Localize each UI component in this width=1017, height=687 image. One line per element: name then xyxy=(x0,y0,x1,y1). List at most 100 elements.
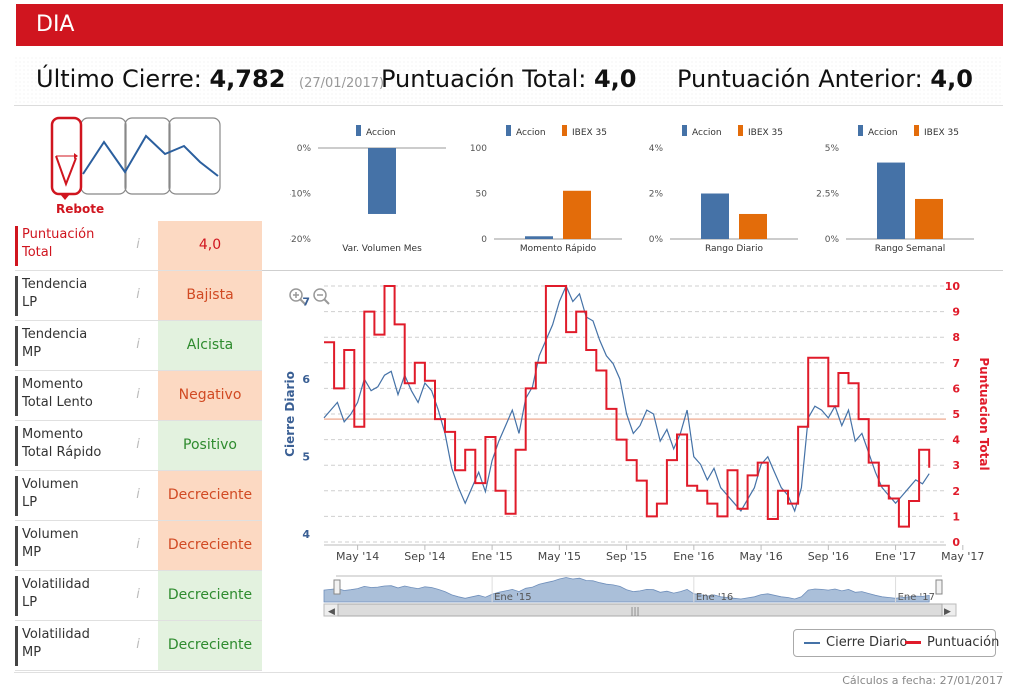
info-icon[interactable]: i xyxy=(136,637,140,652)
score-label-line1: Tendencia xyxy=(22,277,88,292)
scroll-left-icon[interactable]: ◀ xyxy=(328,607,335,617)
scroll-right-icon[interactable]: ▶ xyxy=(944,607,951,617)
series-cierre-diario[interactable] xyxy=(323,284,930,513)
total-score: Puntuación Total: 4,0 xyxy=(381,65,636,93)
right-y-tick: 7 xyxy=(952,357,960,370)
y-tick-label: 5% xyxy=(825,144,840,154)
y-tick-label: 4% xyxy=(649,144,664,154)
last-close-label: Último Cierre: xyxy=(36,65,202,93)
pattern-arrow-head xyxy=(74,153,78,159)
mini-chart-1: Accion 0% -10% -20% Var. Volumen Mes xyxy=(290,125,446,254)
legend-label: Accion xyxy=(516,128,546,138)
mini-bar-charts: Accion 0% -10% -20% Var. Volumen Mes Accion IB… xyxy=(290,125,974,254)
score-row-momento-rapido: Momento Total Rápido i Positivo xyxy=(15,421,262,471)
main-chart: 4 5 6 7 0 1 2 3 4 5 6 7 8 9 10 Cierre Diario Puntuacion … xyxy=(283,280,991,617)
info-icon[interactable]: i xyxy=(136,337,140,352)
last-close: Último Cierre: 4,782 (27/01/2017) xyxy=(36,65,384,93)
score-value: Decreciente xyxy=(158,621,262,670)
pattern-price-line xyxy=(82,134,219,177)
pattern-pointer xyxy=(60,194,70,200)
bar-accion[interactable] xyxy=(701,193,729,240)
x-tick-label: Ene '15 xyxy=(471,550,512,563)
navigator-handle-right[interactable] xyxy=(935,579,943,595)
legend-item-price[interactable]: Cierre Diario xyxy=(804,635,908,650)
score-row-volumen-mp: Volumen MP i Decreciente xyxy=(15,521,262,571)
y-tick-label: 0% xyxy=(825,235,840,245)
bar-ibex-35[interactable] xyxy=(563,190,591,239)
mini-chart-4: Accion IBEX 35 5% 2.5% 0% Rango Semanal xyxy=(816,125,974,254)
score-value: Positivo xyxy=(158,421,262,470)
score-value: 4,0 xyxy=(158,221,262,270)
section-divider xyxy=(262,270,1003,271)
x-tick-label: Ene '16 xyxy=(673,550,714,563)
score-label-line2: LP xyxy=(22,595,38,610)
score-value: Decreciente xyxy=(158,521,262,570)
navigator-label: Ene '16 xyxy=(696,592,733,603)
score-label: Puntuación Total xyxy=(15,226,133,266)
info-icon[interactable]: i xyxy=(136,437,140,452)
score-label-line1: Momento xyxy=(22,377,84,392)
bar-ibex-35[interactable] xyxy=(915,198,943,239)
bar-ibex-35[interactable] xyxy=(739,213,767,239)
bar-accion[interactable] xyxy=(525,236,553,239)
chart-legend[interactable]: Cierre Diario Puntuación xyxy=(793,629,999,657)
score-label: Tendencia MP xyxy=(15,326,133,366)
right-y-tick: 9 xyxy=(952,306,960,319)
pattern-label: Rebote xyxy=(56,202,105,216)
navigator-label: Ene '17 xyxy=(898,592,935,603)
info-icon[interactable]: i xyxy=(136,287,140,302)
score-label: Volatilidad LP xyxy=(15,576,133,616)
navigator-area xyxy=(323,577,930,603)
ticker-title: DIA xyxy=(36,12,75,37)
legend-swatch xyxy=(738,125,743,136)
legend-label: IBEX 35 xyxy=(572,128,607,138)
x-tick-label: May '16 xyxy=(739,550,782,563)
score-row-tendencia-lp: Tendencia LP i Bajista xyxy=(15,271,262,321)
last-close-value: 4,782 xyxy=(209,65,286,93)
bar-accion[interactable] xyxy=(877,162,905,239)
info-icon[interactable]: i xyxy=(136,537,140,552)
info-icon[interactable]: i xyxy=(136,587,140,602)
score-row-volatilidad-mp: Volatilidad MP i Decreciente xyxy=(15,621,262,671)
info-icon[interactable]: i xyxy=(136,237,140,252)
scrollbar-thumb[interactable] xyxy=(337,603,943,617)
legend-swatch xyxy=(506,125,511,136)
score-label-line2: LP xyxy=(22,295,38,310)
zoom-out-icon[interactable] xyxy=(313,288,330,305)
x-tick-label: Sep '14 xyxy=(404,550,445,563)
x-tick-label: May '14 xyxy=(336,550,379,563)
range-navigator[interactable]: Ene '15 Ene '16 Ene '17 xyxy=(323,575,943,603)
y-tick-label: -10% xyxy=(290,190,311,200)
chart-scrollbar[interactable]: ◀ ▶ ||| xyxy=(323,603,957,617)
info-icon[interactable]: i xyxy=(136,387,140,402)
score-value: Decreciente xyxy=(158,471,262,520)
legend-item-score[interactable]: Puntuación xyxy=(905,635,999,650)
y-tick-label: 0% xyxy=(649,235,664,245)
pattern-frame-4 xyxy=(168,117,221,195)
navigator-label: Ene '15 xyxy=(494,592,531,603)
score-label-line2: LP xyxy=(22,495,38,510)
bar-accion[interactable] xyxy=(368,148,396,214)
right-y-tick: 5 xyxy=(952,408,960,421)
info-icon[interactable]: i xyxy=(136,487,140,502)
score-value: Decreciente xyxy=(158,571,262,620)
navigator-handle-left[interactable] xyxy=(333,579,341,595)
zoom-in-icon[interactable] xyxy=(289,288,306,305)
legend-label-price: Cierre Diario xyxy=(826,635,908,650)
score-label-line1: Volatilidad xyxy=(22,577,90,592)
score-label: Tendencia LP xyxy=(15,276,133,316)
score-label: Volumen LP xyxy=(15,476,133,516)
x-tick-label: May '15 xyxy=(538,550,581,563)
legend-label: Accion xyxy=(868,128,898,138)
x-tick-label: Ene '17 xyxy=(875,550,916,563)
score-label: Momento Total Lento xyxy=(15,376,133,416)
score-label-line2: Total Rápido xyxy=(22,445,102,460)
series-puntuacion[interactable] xyxy=(324,285,931,528)
score-row-volumen-lp: Volumen LP i Decreciente xyxy=(15,471,262,521)
x-tick-label: Sep '16 xyxy=(808,550,849,563)
legend-label: IBEX 35 xyxy=(748,128,783,138)
left-y-tick: 7 xyxy=(302,296,310,309)
previous-score: Puntuación Anterior: 4,0 xyxy=(677,65,973,93)
y-tick-label: 2.5% xyxy=(816,190,839,200)
